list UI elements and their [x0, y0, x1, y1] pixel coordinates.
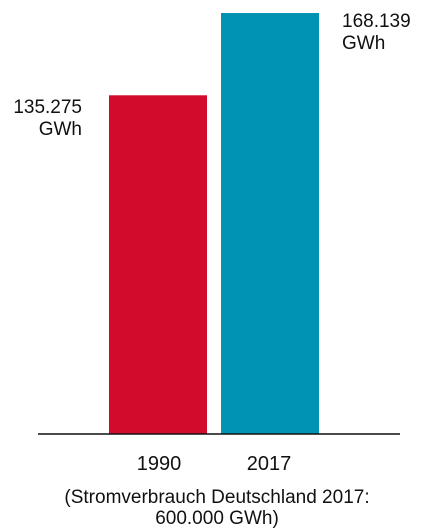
bars-group [109, 13, 319, 434]
bar-unit-2017: GWh [342, 33, 386, 54]
bar-value-label-2017: 168.139 GWh [342, 11, 411, 55]
bar-1990 [109, 95, 207, 434]
bar-value-1990: 135.275 [13, 97, 82, 118]
caption-line-1: (Stromverbrauch Deutschland 2017: [64, 487, 370, 508]
bar-unit-1990: GWh [38, 119, 82, 140]
x-tick-label-1990: 1990 [136, 453, 182, 475]
x-tick-label-2017: 2017 [246, 453, 292, 475]
chart-caption: (Stromverbrauch Deutschland 2017: 600.00… [0, 487, 434, 529]
bar-value-2017: 168.139 [342, 11, 411, 32]
bar-2017 [221, 13, 319, 434]
bar-value-label-1990: 135.275 GWh [13, 97, 82, 141]
caption-line-2: 600.000 GWh) [155, 508, 279, 529]
